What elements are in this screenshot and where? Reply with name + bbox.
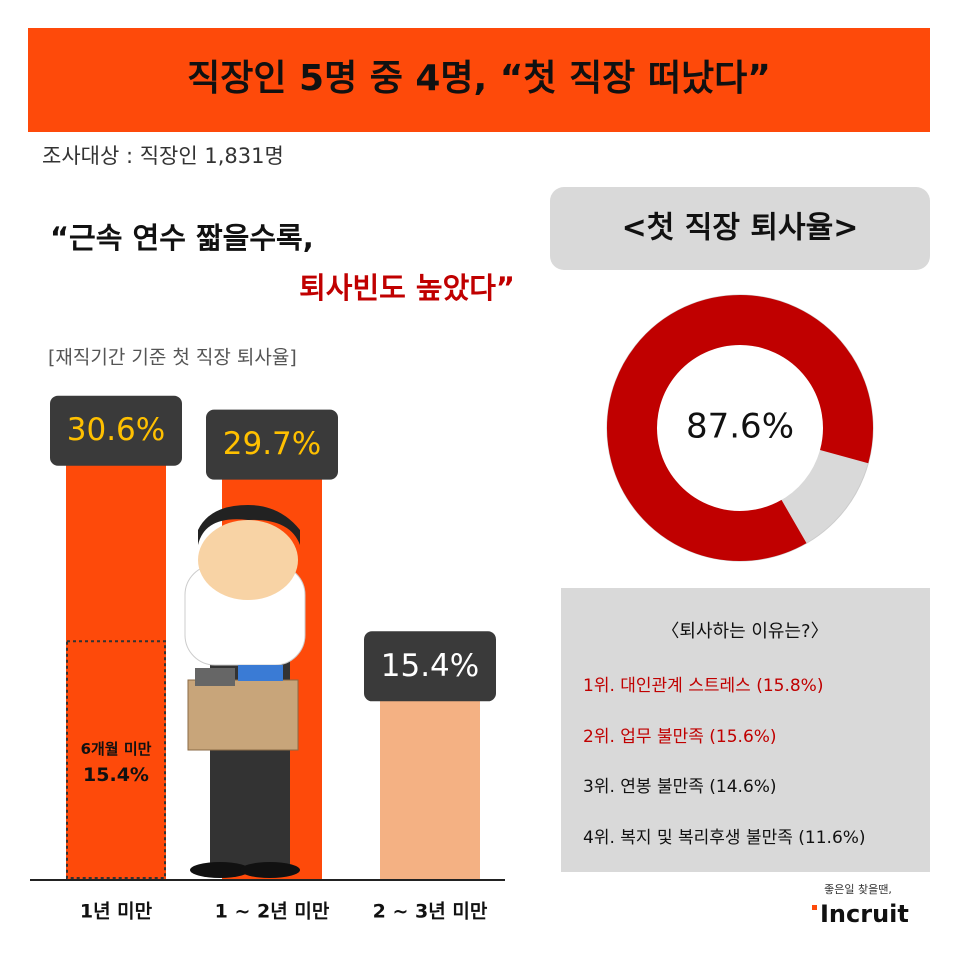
chart-title: [재직기간 기준 첫 직장 퇴사율]: [48, 347, 297, 369]
bar: [66, 405, 166, 880]
x-tick-label: 1 ~ 2년 미만: [215, 901, 330, 923]
sub-value-label: 15.4%: [83, 764, 149, 786]
logo: Incruit: [820, 900, 909, 928]
logo-dot: [812, 905, 817, 910]
subtitle: 조사대상 : 직장인 1,831명: [42, 144, 284, 168]
sub-label: 6개월 미만: [81, 740, 152, 758]
donut-title-box: [550, 187, 930, 270]
quote-line: 퇴사빈도 높았다”: [299, 271, 515, 305]
value-label: 30.6%: [67, 412, 165, 448]
title: 직장인 5명 중 4명, “첫 직장 떠났다”: [187, 58, 771, 99]
reason: 4위. 복지 및 복리후생 불만족 (11.6%): [583, 828, 866, 848]
reason: 1위. 대인관계 스트레스 (15.8%): [583, 676, 823, 696]
donut-chart: 87.6%: [607, 295, 873, 561]
value-label: 15.4%: [381, 648, 479, 684]
x-tick-label: 1년 미만: [80, 901, 153, 923]
value-label-box: [50, 395, 182, 466]
reasons-box: [561, 588, 930, 872]
x-tick-label: 2 ~ 3년 미만: [373, 901, 488, 923]
sub-segment: [66, 640, 166, 879]
reason: 3위. 연봉 불만족 (14.6%): [583, 777, 777, 797]
value-label-box: [364, 631, 496, 702]
quote-line: “근속 연수 짧을수록,: [50, 221, 314, 255]
value-label-box: [206, 409, 338, 480]
reason: 2위. 업무 불만족 (15.6%): [583, 727, 777, 747]
reasons-title: 〈퇴사하는 이유는?〉: [661, 621, 828, 642]
person-illustration: [184, 505, 306, 878]
donut-title: <첫 직장 퇴사율>: [622, 211, 859, 246]
donut-slice: [607, 295, 873, 561]
value-label: 29.7%: [223, 426, 321, 462]
header-bar: [28, 28, 930, 132]
donut-value-label: 87.6%: [686, 407, 794, 447]
logo-tagline: 좋은일 찾을땐,: [824, 882, 892, 896]
